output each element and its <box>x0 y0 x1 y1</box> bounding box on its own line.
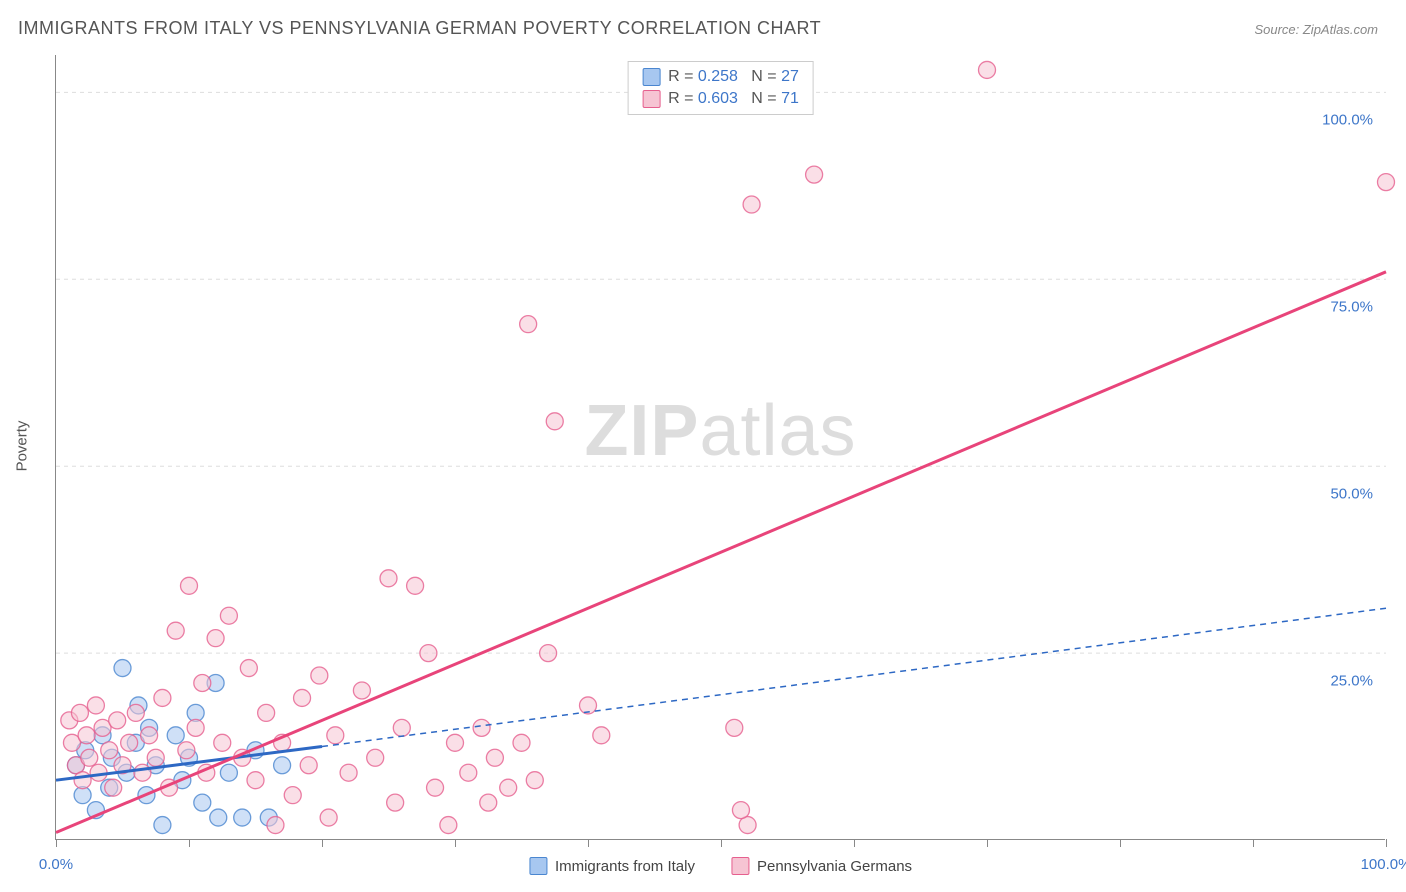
x-tick <box>854 839 855 847</box>
correlation-legend: R = 0.258 N = 27 R = 0.603 N = 71 <box>627 61 814 115</box>
chart-title: IMMIGRANTS FROM ITALY VS PENNSYLVANIA GE… <box>18 18 821 39</box>
legend-row: R = 0.258 N = 27 <box>642 66 799 88</box>
x-tick <box>987 839 988 847</box>
x-tick <box>1253 839 1254 847</box>
x-tick <box>588 839 589 847</box>
x-tick <box>721 839 722 847</box>
x-tick <box>189 839 190 847</box>
y-tick-label: 75.0% <box>1330 299 1373 316</box>
series-legend-item: Pennsylvania Germans <box>731 857 912 875</box>
legend-swatch <box>731 857 749 875</box>
x-tick <box>322 839 323 847</box>
plot-area: ZIPatlas R = 0.258 N = 27R = 0.603 N = 7… <box>55 55 1385 840</box>
legend-row: R = 0.603 N = 71 <box>642 88 799 110</box>
x-tick <box>56 839 57 847</box>
y-axis-label: Poverty <box>14 421 31 472</box>
legend-swatch <box>642 68 660 86</box>
legend-text: R = 0.258 N = 27 <box>668 68 799 86</box>
x-tick <box>1120 839 1121 847</box>
series-legend-label: Pennsylvania Germans <box>757 858 912 875</box>
trend-line <box>56 272 1386 833</box>
x-tick-label: 100.0% <box>1361 856 1406 873</box>
series-legend: Immigrants from Italy Pennsylvania German… <box>529 857 912 875</box>
x-tick <box>1386 839 1387 847</box>
x-tick <box>455 839 456 847</box>
legend-text: R = 0.603 N = 71 <box>668 90 799 108</box>
legend-swatch <box>642 90 660 108</box>
trend-layer <box>56 55 1385 839</box>
y-tick-label: 100.0% <box>1322 112 1373 129</box>
series-legend-item: Immigrants from Italy <box>529 857 695 875</box>
x-tick-label: 0.0% <box>39 856 73 873</box>
y-tick-label: 25.0% <box>1330 673 1373 690</box>
trend-line-extension <box>322 608 1386 746</box>
y-tick-label: 50.0% <box>1330 486 1373 503</box>
series-legend-label: Immigrants from Italy <box>555 858 695 875</box>
legend-swatch <box>529 857 547 875</box>
source-attribution: Source: ZipAtlas.com <box>1254 22 1378 37</box>
